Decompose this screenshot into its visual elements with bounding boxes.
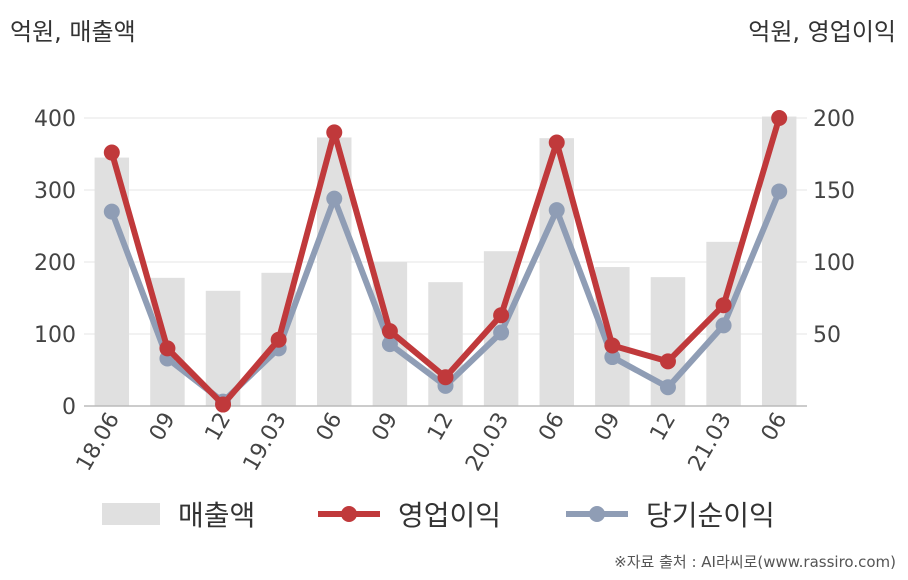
source-note: ※자료 출처 : AI라씨로(www.rassiro.com)	[614, 553, 896, 571]
point-operating-profit	[381, 323, 398, 340]
point-operating-profit	[493, 307, 510, 324]
x-axis-tick-label: 19.03	[239, 409, 292, 476]
left-axis-tick-label: 200	[34, 251, 76, 276]
x-axis-tick-label: 06	[534, 409, 570, 446]
point-operating-profit	[103, 144, 120, 161]
legend-label-operating-profit: 영업이익	[398, 499, 502, 532]
left-axis-tick-label: 300	[34, 179, 76, 204]
point-net-income	[103, 203, 120, 220]
right-axis-tick-label: 150	[813, 179, 855, 204]
x-axis-tick-label: 12	[423, 409, 459, 446]
point-net-income	[659, 379, 676, 396]
point-net-income	[604, 349, 621, 366]
right-axis-tick-label: 100	[813, 251, 855, 276]
x-axis-tick-label: 09	[145, 409, 181, 446]
point-net-income	[548, 202, 565, 219]
right-axis-tick-label: 200	[813, 107, 855, 132]
x-axis-tick-label: 06	[757, 409, 793, 446]
left-axis-tick-label: 0	[62, 395, 76, 420]
point-operating-profit	[270, 331, 287, 348]
left-axis-tick-label: 100	[34, 323, 76, 348]
chart-legend: 매출액 영업이익 당기순이익	[0, 492, 908, 536]
x-axis-tick-label: 06	[312, 409, 348, 446]
point-operating-profit	[437, 369, 454, 386]
point-operating-profit	[659, 353, 676, 370]
left-axis-unit-label: 억원, 매출액	[10, 18, 136, 46]
point-net-income	[493, 324, 510, 341]
x-axis-tick-label: 20.03	[461, 408, 514, 475]
x-axis-tick-label: 12	[646, 409, 682, 446]
legend-label-net-income: 당기순이익	[646, 499, 775, 532]
left-axis-tick-label: 400	[34, 107, 76, 132]
right-axis-unit-label: 억원, 영업이익	[748, 18, 896, 46]
x-axis-tick-label: 12	[201, 409, 237, 446]
x-axis-tick-label: 09	[367, 409, 403, 446]
legend-item-net-income: 당기순이익	[566, 492, 775, 536]
legend-swatch-operating-profit	[318, 503, 380, 525]
point-operating-profit	[771, 110, 788, 126]
legend-item-revenue: 매출액	[102, 492, 255, 536]
point-net-income	[326, 190, 343, 207]
point-operating-profit	[548, 134, 565, 151]
right-axis-tick-label: 50	[813, 323, 841, 348]
point-net-income	[715, 317, 732, 334]
point-net-income	[381, 336, 398, 353]
legend-item-operating-profit: 영업이익	[318, 492, 501, 536]
legend-label-revenue: 매출액	[178, 499, 256, 532]
legend-swatch-net-income	[566, 503, 628, 525]
point-operating-profit	[159, 340, 176, 357]
x-axis-tick-label: 09	[590, 409, 626, 446]
x-axis-tick-label: 18.06	[72, 409, 125, 476]
point-operating-profit	[604, 337, 621, 354]
point-operating-profit	[215, 396, 232, 413]
point-operating-profit	[326, 124, 343, 141]
x-axis-tick-label: 21.03	[684, 409, 737, 476]
legend-swatch-revenue	[102, 503, 160, 525]
point-net-income	[771, 183, 788, 200]
point-operating-profit	[715, 297, 732, 314]
